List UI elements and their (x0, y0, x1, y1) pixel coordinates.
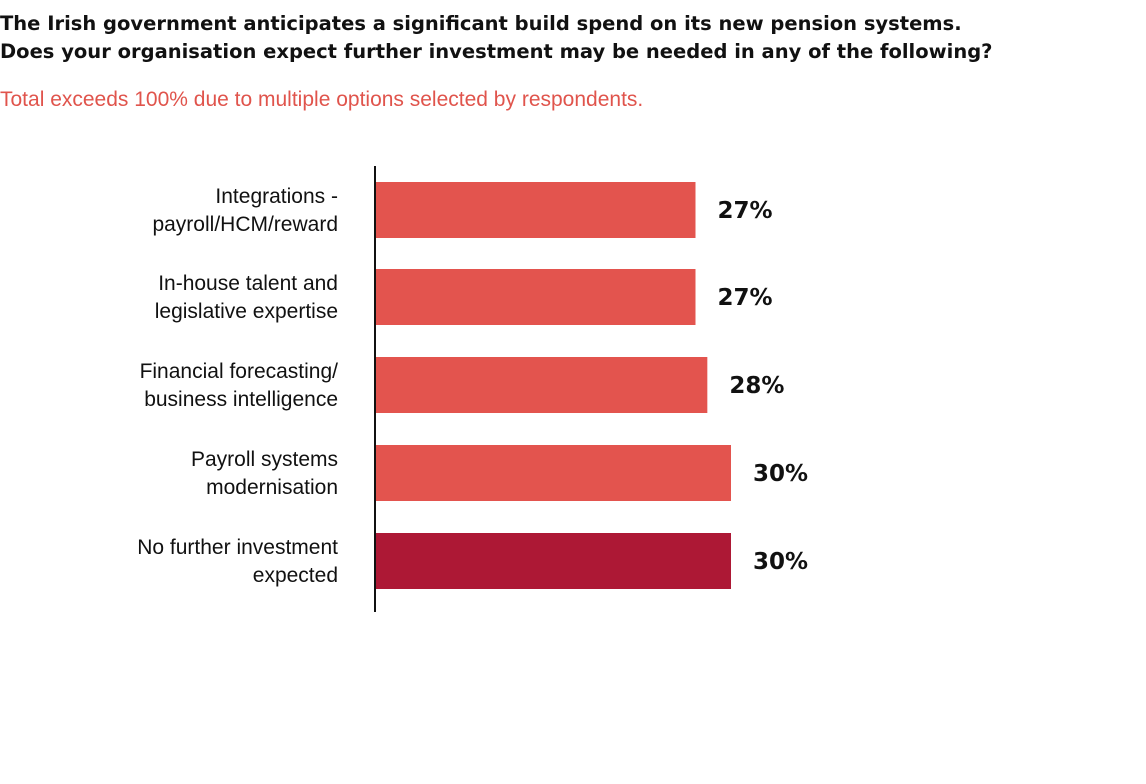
category-label-2: In-house talent and legislative expertise (155, 272, 338, 323)
chart-title: The Irish government anticipates a signi… (0, 10, 1140, 66)
bar-5 (376, 533, 731, 589)
category-label-4: Payroll systems modernisation (191, 448, 338, 499)
category-label-line: legislative expertise (155, 300, 338, 323)
bar-1 (376, 182, 696, 238)
category-label-line: expected (253, 564, 338, 587)
category-label-line: In-house talent and (158, 272, 338, 295)
category-label-line: Financial forecasting/ (140, 360, 339, 383)
category-label-line: No further investment (137, 536, 338, 559)
value-label-1: 27% (718, 198, 773, 224)
value-label-2: 27% (718, 285, 773, 311)
category-label-1: Integrations - payroll/HCM/reward (152, 185, 338, 236)
category-label-line: Payroll systems (191, 448, 338, 471)
bars-group: 27% Integrations - payroll/HCM/reward 27% In… (137, 182, 808, 589)
category-label-line: payroll/HCM/reward (152, 213, 338, 236)
category-label-line: Integrations - (215, 185, 338, 208)
value-label-3: 28% (729, 373, 784, 399)
bar-2 (376, 269, 696, 325)
title-line-2: Does your organisation expect further in… (0, 40, 993, 63)
bar-4 (376, 445, 731, 501)
category-label-5: No further investment expected (137, 536, 338, 587)
title-line-1: The Irish government anticipates a signi… (0, 12, 962, 35)
bar-3 (376, 357, 708, 413)
value-label-4: 30% (753, 461, 808, 487)
value-label-5: 30% (753, 549, 808, 575)
category-label-line: business intelligence (144, 388, 338, 411)
chart-note: Total exceeds 100% due to multiple optio… (0, 88, 644, 111)
category-label-line: modernisation (206, 476, 338, 499)
category-label-3: Financial forecasting/business intellige… (140, 360, 339, 411)
